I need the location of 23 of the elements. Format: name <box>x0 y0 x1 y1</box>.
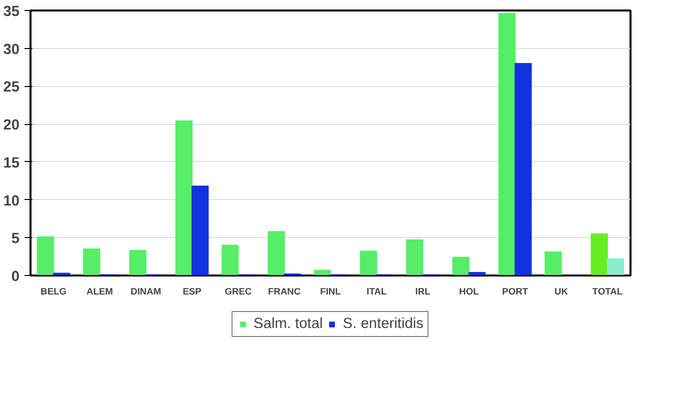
x-tick-label: TOTAL <box>592 286 623 296</box>
x-tick-label: ITAL <box>366 286 387 296</box>
x-tick-label: BELG <box>40 286 67 296</box>
y-tick-label: 15 <box>3 155 20 172</box>
x-tick-label: DINAM <box>130 286 162 296</box>
y-tick-label: 20 <box>3 118 20 134</box>
x-tick-label: GREC <box>224 286 252 296</box>
y-tick-label: 5 <box>11 231 20 248</box>
y-tick-label: 25 <box>3 80 20 96</box>
x-tick-label: ALEM <box>86 286 114 296</box>
y-tick-label: 35 <box>3 4 20 20</box>
x-tick-label: IRL <box>415 286 431 296</box>
x-tick-label: UK <box>554 286 568 296</box>
y-tick-label: 30 <box>3 42 20 58</box>
x-tick-label: HOL <box>459 286 480 296</box>
legend-label: Salm. total <box>254 316 323 332</box>
legend-label: S. enteritidis <box>342 316 424 332</box>
x-tick-label: FRANC <box>268 286 301 296</box>
y-tick-label: 0 <box>11 269 20 285</box>
x-tick-label: PORT <box>502 286 528 296</box>
x-tick-label: FINL <box>320 286 342 296</box>
x-tick-label: ESP <box>182 286 202 296</box>
y-tick-label: 10 <box>3 193 20 210</box>
